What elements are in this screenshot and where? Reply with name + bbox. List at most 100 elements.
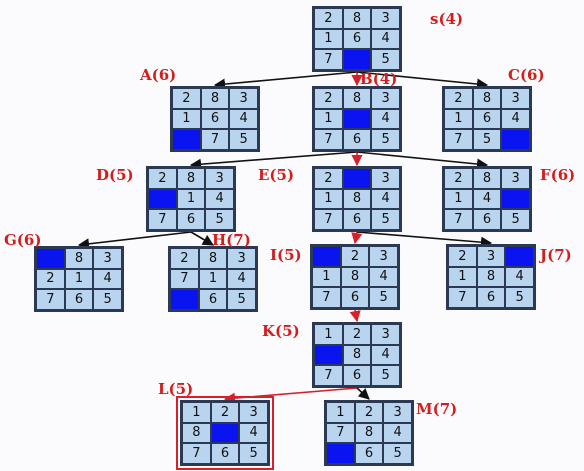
tile: 1 — [448, 266, 477, 288]
tile: 3 — [369, 246, 398, 267]
tile: 3 — [371, 324, 400, 345]
tile: 1 — [314, 108, 343, 130]
tile: 8 — [182, 422, 211, 444]
tile: 6 — [64, 289, 94, 310]
tile: 4 — [205, 188, 234, 210]
tile: 5 — [371, 129, 400, 150]
edge-b-d — [189, 151, 358, 170]
tile: 6 — [176, 209, 206, 230]
node-label-b: B(4) — [360, 70, 398, 88]
tile: 5 — [369, 287, 398, 308]
tile: 1 — [444, 108, 473, 130]
tile: 7 — [448, 287, 477, 308]
tile: 1 — [64, 268, 94, 290]
tile: 3 — [383, 402, 412, 423]
tile: 5 — [371, 49, 400, 70]
tile: 7 — [36, 289, 65, 310]
tile: 7 — [314, 129, 343, 150]
tile: 3 — [501, 88, 530, 109]
node-label-m: M(7) — [416, 400, 458, 418]
blank-tile — [501, 129, 530, 150]
edge-k-l — [223, 387, 358, 404]
tile: 3 — [227, 248, 256, 269]
tile: 2 — [314, 8, 343, 29]
tile: 1 — [176, 188, 206, 210]
tile: 8 — [342, 8, 372, 29]
node-label-e: E(5) — [258, 166, 295, 184]
tile: 8 — [64, 248, 94, 269]
tile: 4 — [371, 28, 400, 50]
node-label-g: G(6) — [4, 231, 42, 249]
tile: 6 — [342, 28, 372, 50]
edge-s-c — [356, 71, 489, 90]
blank-tile — [501, 188, 530, 210]
blank-tile — [210, 422, 240, 444]
tile: 7 — [314, 365, 343, 386]
tile: 5 — [93, 289, 122, 310]
node-label-h: H(7) — [212, 231, 251, 249]
tile: 4 — [371, 188, 400, 210]
tile: 2 — [314, 88, 343, 109]
tile: 5 — [371, 209, 400, 230]
tile: 7 — [314, 209, 343, 230]
tile: 4 — [371, 344, 400, 366]
tile: 6 — [354, 443, 384, 464]
tile: 5 — [371, 365, 400, 386]
tile: 3 — [371, 168, 400, 189]
tile: 2 — [148, 168, 177, 189]
node-label-k: K(5) — [262, 322, 300, 340]
blank-tile — [342, 49, 372, 70]
blank-tile — [312, 246, 341, 267]
tile: 5 — [229, 129, 258, 150]
tile: 6 — [200, 108, 230, 130]
tile: 4 — [369, 266, 398, 288]
tile: 2 — [314, 168, 343, 189]
tile: 3 — [239, 402, 268, 423]
blank-tile — [148, 188, 177, 210]
tile: 8 — [176, 168, 206, 189]
tile: 1 — [314, 28, 343, 50]
tile: 4 — [229, 108, 258, 130]
tile: 7 — [312, 287, 341, 308]
tile: 8 — [342, 88, 372, 109]
tile: 1 — [198, 268, 228, 290]
edge-s-a — [213, 71, 358, 90]
tile: 3 — [371, 88, 400, 109]
tile: 7 — [148, 209, 177, 230]
tile: 8 — [476, 266, 506, 288]
tile: 7 — [200, 129, 230, 150]
tile: 2 — [340, 246, 370, 267]
edge-e-j — [356, 231, 493, 248]
tile: 6 — [210, 443, 240, 464]
blank-tile — [342, 108, 372, 130]
tile: 4 — [501, 108, 530, 130]
node-label-j: J(7) — [540, 246, 572, 264]
edge-e-i — [351, 231, 363, 245]
tile: 7 — [444, 209, 473, 230]
tile: 6 — [342, 129, 372, 150]
tile: 5 — [472, 129, 502, 150]
edge-d-g — [77, 231, 192, 250]
tile: 8 — [472, 88, 502, 109]
tile: 8 — [472, 168, 502, 189]
tile: 4 — [472, 188, 502, 210]
edge-k-m — [356, 387, 370, 400]
tile: 4 — [383, 422, 412, 444]
tile: 4 — [93, 268, 122, 290]
edge-i-k — [349, 309, 361, 323]
tile: 7 — [182, 443, 211, 464]
node-label-a: A(6) — [140, 66, 177, 84]
tile: 2 — [448, 246, 477, 267]
tile: 1 — [314, 324, 343, 345]
tile: 3 — [205, 168, 234, 189]
tile: 1 — [312, 266, 341, 288]
tile: 4 — [505, 266, 534, 288]
